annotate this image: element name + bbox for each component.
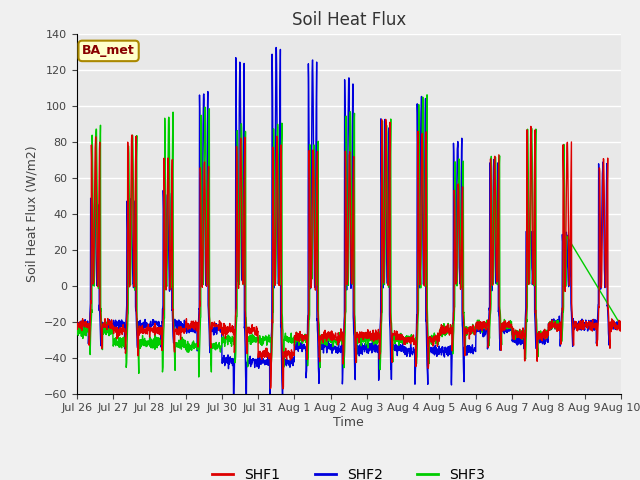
Title: Soil Heat Flux: Soil Heat Flux bbox=[292, 11, 406, 29]
Y-axis label: Soil Heat Flux (W/m2): Soil Heat Flux (W/m2) bbox=[25, 145, 38, 282]
X-axis label: Time: Time bbox=[333, 416, 364, 429]
Legend: SHF1, SHF2, SHF3: SHF1, SHF2, SHF3 bbox=[207, 462, 491, 480]
Text: BA_met: BA_met bbox=[82, 44, 135, 58]
